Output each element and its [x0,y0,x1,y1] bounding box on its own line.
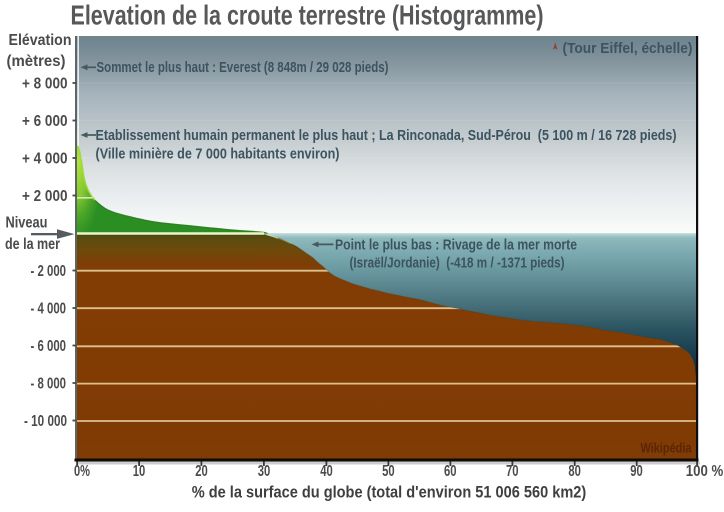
svg-text:+ 6 000: + 6 000 [22,113,68,130]
svg-text:10: 10 [133,463,146,480]
svg-text:30: 30 [258,463,271,480]
svg-text:- 8 000: - 8 000 [31,376,67,393]
svg-text:+ 8 000: + 8 000 [22,76,68,93]
svg-text:- 4 000: - 4 000 [31,301,67,318]
svg-text:Niveau: Niveau [6,215,48,232]
svg-text:+ 4 000: + 4 000 [22,151,68,168]
svg-text:Etablissement humain permanent: Etablissement humain permanent le plus h… [96,128,677,144]
svg-text:50: 50 [382,463,395,480]
svg-text:Point le plus bas : Rivage de: Point le plus bas : Rivage de la mer mor… [335,238,577,254]
svg-text:60: 60 [444,463,457,480]
svg-text:(Ville minière de 7 000 habita: (Ville minière de 7 000 habitants enviro… [96,147,340,163]
svg-text:(Israël/Jordanie) (-418 m / -: (Israël/Jordanie) (-418 m / -1371 pieds) [350,256,565,272]
svg-text:de la mer: de la mer [5,236,60,253]
svg-text:% de la surface du globe (tota: % de la surface du globe (total d'enviro… [192,483,587,502]
svg-text:0%: 0% [74,463,90,480]
svg-text:Elévation: Elévation [9,32,72,49]
svg-text:- 2 000: - 2 000 [31,263,67,280]
svg-text:40: 40 [320,463,333,480]
svg-text:90: 90 [630,463,643,480]
svg-text:80: 80 [568,463,581,480]
svg-text:20: 20 [195,463,208,480]
svg-text:+ 2 000: + 2 000 [22,188,68,205]
svg-text:Sommet le plus haut : Everest: Sommet le plus haut : Everest (8 848m / … [97,60,389,76]
svg-text:(mètres): (mètres) [7,53,66,70]
svg-text:- 6 000: - 6 000 [31,338,67,355]
svg-text:Elevation de la croute terrest: Elevation de la croute terrestre (Histog… [71,0,544,31]
svg-text:100 %: 100 % [686,463,724,480]
svg-text:Wikipédia: Wikipédia [641,441,692,456]
svg-text:(Tour Eiffel, échelle): (Tour Eiffel, échelle) [563,41,693,57]
svg-text:70: 70 [506,463,519,480]
svg-text:- 10 000: - 10 000 [24,413,67,430]
